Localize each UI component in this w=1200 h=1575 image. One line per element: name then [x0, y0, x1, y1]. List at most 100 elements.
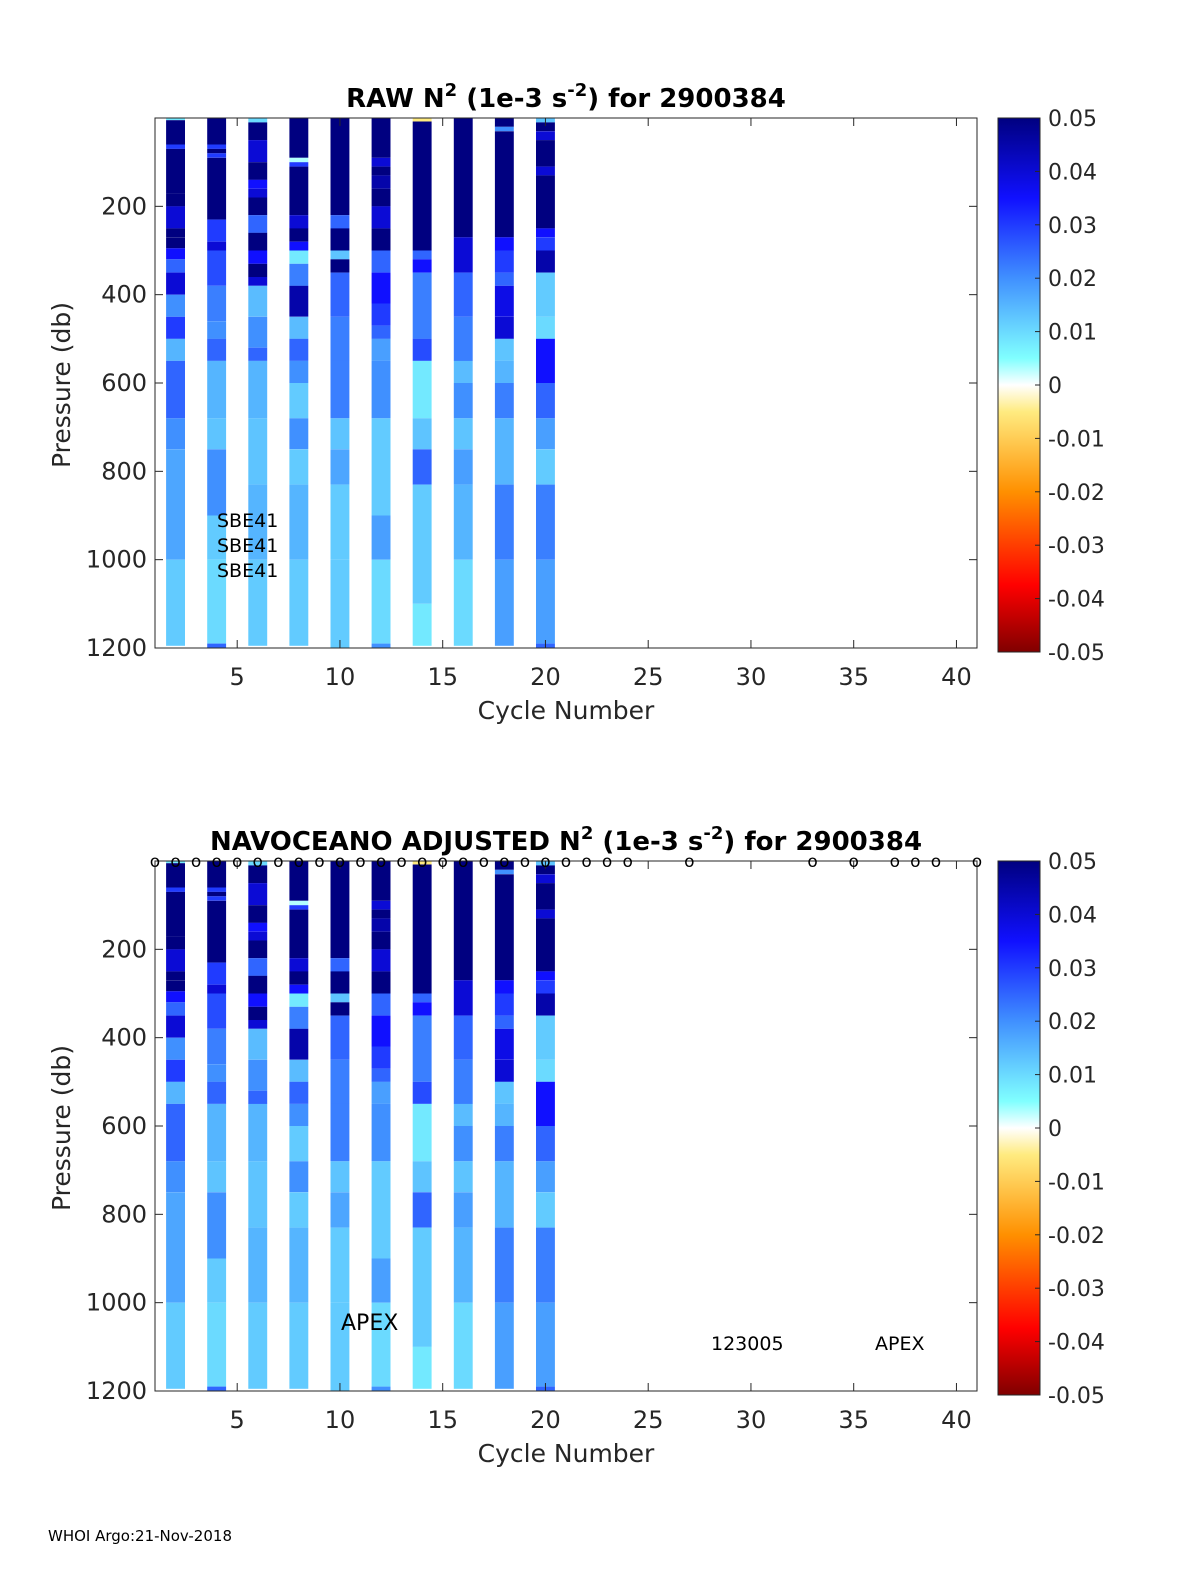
profile-cell-cycle-18 [494, 383, 514, 419]
qc-marker: o [170, 852, 180, 872]
profile-cell-cycle-12 [371, 303, 391, 326]
profile-cell-cycle-20 [536, 918, 555, 972]
profile-cell-cycle-14 [412, 272, 432, 339]
profile-cell-cycle-2 [166, 971, 185, 981]
profile-cell-cycle-4 [207, 148, 227, 154]
qc-marker: o [458, 852, 468, 872]
profile-cell-cycle-12 [371, 918, 391, 932]
colorbar-tick-label: 0.02 [1048, 267, 1097, 292]
qc-marker: o [931, 852, 941, 872]
profile-cell-cycle-14 [412, 484, 432, 604]
profile-cell-cycle-4 [207, 891, 227, 897]
profile-cell-cycle-6 [248, 931, 268, 941]
profile-cell-cycle-6 [248, 179, 268, 189]
profile-cell-cycle-16 [453, 1192, 473, 1228]
profile-cell-cycle-12 [371, 418, 391, 516]
profile-cell-cycle-6 [248, 1302, 268, 1389]
profile-cell-cycle-2 [166, 272, 185, 295]
profile-cell-cycle-8 [289, 1161, 309, 1193]
profile-cell-cycle-8 [289, 1103, 309, 1126]
profile-cell-cycle-16 [453, 980, 473, 1016]
profile-cell-cycle-2 [166, 418, 185, 450]
profile-cell-cycle-18 [494, 118, 514, 127]
profile-cell-cycle-6 [248, 232, 268, 251]
profile-cell-cycle-12 [371, 1081, 391, 1104]
annotation-sbe41-1: SBE41 [217, 510, 278, 532]
profile-cell-cycle-6 [248, 316, 268, 348]
qc-marker: o [232, 852, 242, 872]
qc-marker: o [355, 852, 365, 872]
profile-cell-cycle-4 [207, 321, 227, 339]
profile-cell-cycle-4 [207, 1064, 227, 1082]
profile-cell-cycle-6 [248, 993, 268, 1007]
profile-cell-cycle-12 [371, 949, 391, 972]
profile-cell-cycle-10 [330, 1161, 350, 1193]
x-tick-label: 15 [427, 663, 458, 691]
profile-cell-cycle-4 [207, 984, 227, 994]
profile-cell-cycle-12 [371, 1103, 391, 1162]
profile-cell-cycle-12 [371, 515, 391, 560]
y-tick-label: 1000 [86, 546, 147, 574]
profile-cell-cycle-8 [289, 900, 309, 906]
profile-cell-cycle-2 [166, 1103, 185, 1162]
profile-cell-cycle-10 [330, 418, 350, 450]
profile-cell-cycle-14 [412, 449, 432, 485]
profile-cell-cycle-8 [289, 383, 309, 419]
qc-marker: o [273, 852, 283, 872]
profile-cell-cycle-12 [371, 228, 391, 251]
profile-cell-cycle-4 [207, 1302, 227, 1387]
profile-cell-cycle-2 [166, 449, 185, 560]
profile-cell-cycle-16 [453, 383, 473, 419]
profile-cell-cycle-16 [453, 1015, 473, 1060]
profile-cell-cycle-2 [166, 559, 185, 646]
profile-cell-cycle-2 [166, 936, 185, 950]
profile-cell-cycle-10 [330, 1059, 350, 1104]
profile-cell-cycle-6 [248, 250, 268, 264]
profile-cell-cycle-2 [166, 316, 185, 339]
profile-cell-cycle-4 [207, 241, 227, 251]
colorbar-tick-label: -0.05 [1048, 1384, 1105, 1409]
profile-cell-cycle-20 [536, 175, 555, 229]
y-tick-label: 600 [101, 369, 147, 397]
profile-cell-cycle-8 [289, 449, 309, 485]
profile-cell-cycle-16 [453, 449, 473, 485]
profile-cell-cycle-18 [494, 131, 514, 238]
profile-cell-cycle-8 [289, 228, 309, 242]
profile-cell-cycle-14 [412, 993, 432, 1003]
plot-frame [154, 117, 978, 649]
profile-cell-cycle-4 [207, 157, 227, 220]
x-tick-label: 15 [427, 1406, 458, 1434]
colorbar-tick-label: -0.05 [1048, 641, 1105, 666]
profile-cell-cycle-4 [207, 900, 227, 963]
profile-cell-cycle-16 [453, 861, 473, 981]
profile-cell-cycle-16 [453, 1103, 473, 1126]
profile-cell-cycle-4 [207, 250, 227, 286]
x-tick-label: 5 [230, 1406, 245, 1434]
adjusted-n2-panel: NAVOCEANO ADJUSTED N2 (1e-3 s-2) for 290… [47, 823, 1105, 1468]
profile-cell-cycle-14 [412, 1002, 432, 1016]
profile-cell-cycle-10 [330, 861, 350, 959]
profile-cell-cycle-16 [453, 316, 473, 361]
chart-title: RAW N2 (1e-3 s-2) for 2900384 [346, 80, 786, 114]
qc-marker: o [561, 852, 571, 872]
profile-cell-cycle-2 [166, 1002, 185, 1016]
qc-marker: o [211, 852, 221, 872]
profile-cell-cycle-16 [453, 1059, 473, 1104]
y-tick-label: 1200 [86, 634, 147, 662]
colorbar-tick-label: -0.01 [1048, 427, 1105, 452]
profile-cell-cycle-8 [289, 241, 309, 251]
profile-cell-cycle-20 [536, 449, 555, 485]
profile-cell-cycle-16 [453, 1126, 473, 1162]
profile-cell-cycle-12 [371, 118, 391, 158]
profile-cell-cycle-18 [494, 484, 514, 560]
profile-cell-cycle-8 [289, 1006, 309, 1029]
colorbar-tick-label: 0 [1048, 374, 1062, 399]
profile-cell-cycle-4 [207, 1258, 227, 1303]
qc-marker: o [602, 852, 612, 872]
profile-cell-cycle-20 [536, 140, 555, 167]
profile-cell-cycle-6 [248, 347, 268, 361]
profile-cell-cycle-2 [166, 1192, 185, 1303]
profile-cell-cycle-18 [494, 1302, 514, 1389]
colorbar-tick-label: 0.03 [1048, 957, 1097, 982]
